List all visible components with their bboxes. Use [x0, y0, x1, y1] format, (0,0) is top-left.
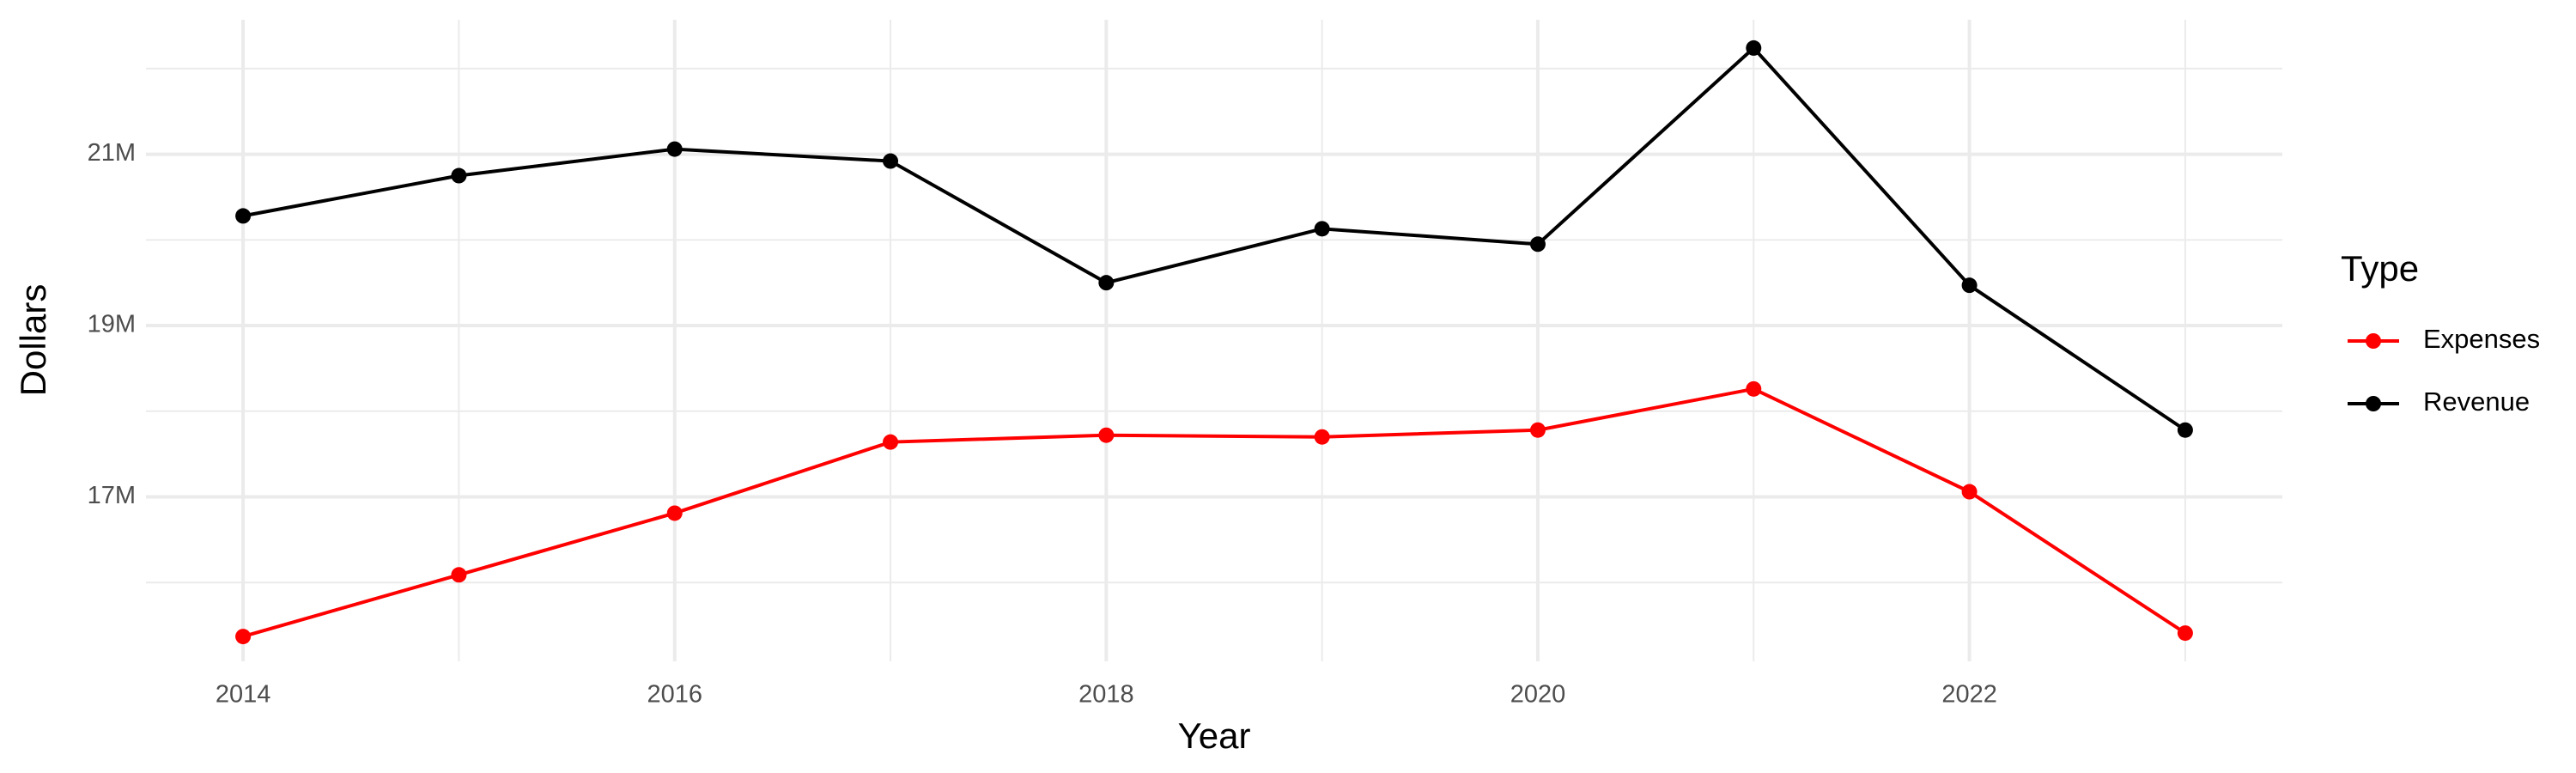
data-point [666, 141, 683, 157]
legend-label: Expenses [2423, 324, 2540, 354]
y-tick-label: 17M [88, 482, 136, 509]
series-line [242, 46, 2187, 432]
x-tick-label: 2018 [1078, 681, 1134, 709]
x-tick-label: 2016 [647, 681, 702, 709]
data-point [1314, 221, 1330, 237]
x-tick-label: 2014 [216, 681, 271, 709]
data-point [1961, 277, 1978, 294]
data-point [451, 567, 467, 583]
data-point [883, 434, 899, 450]
data-point [1529, 236, 1546, 253]
grid [146, 20, 2282, 661]
legend-marker [2366, 396, 2381, 411]
data-point [235, 629, 252, 645]
series-line [242, 386, 2187, 639]
data-point [1529, 422, 1546, 438]
data-point [1961, 484, 1978, 500]
y-tick-label: 19M [88, 311, 136, 338]
data-point [2177, 422, 2193, 438]
y-axis-title: Dollars [13, 284, 53, 397]
legend-marker [2366, 333, 2381, 349]
data-point [666, 505, 683, 521]
x-tick-label: 2022 [1941, 681, 1997, 709]
data-point [235, 208, 252, 224]
data-point [1098, 275, 1115, 291]
data-point [451, 167, 467, 184]
x-tick-label: 2020 [1510, 681, 1566, 709]
data-point [883, 153, 899, 169]
data-point [1098, 427, 1115, 443]
legend-label: Revenue [2423, 386, 2530, 417]
x-axis-title: Year [1178, 715, 1251, 756]
y-tick-label: 21M [88, 139, 136, 167]
data-point [1746, 380, 1762, 397]
legend-title: Type [2341, 248, 2419, 289]
data-point [2177, 625, 2193, 642]
data-point [1746, 40, 1762, 56]
data-point [1314, 429, 1330, 445]
